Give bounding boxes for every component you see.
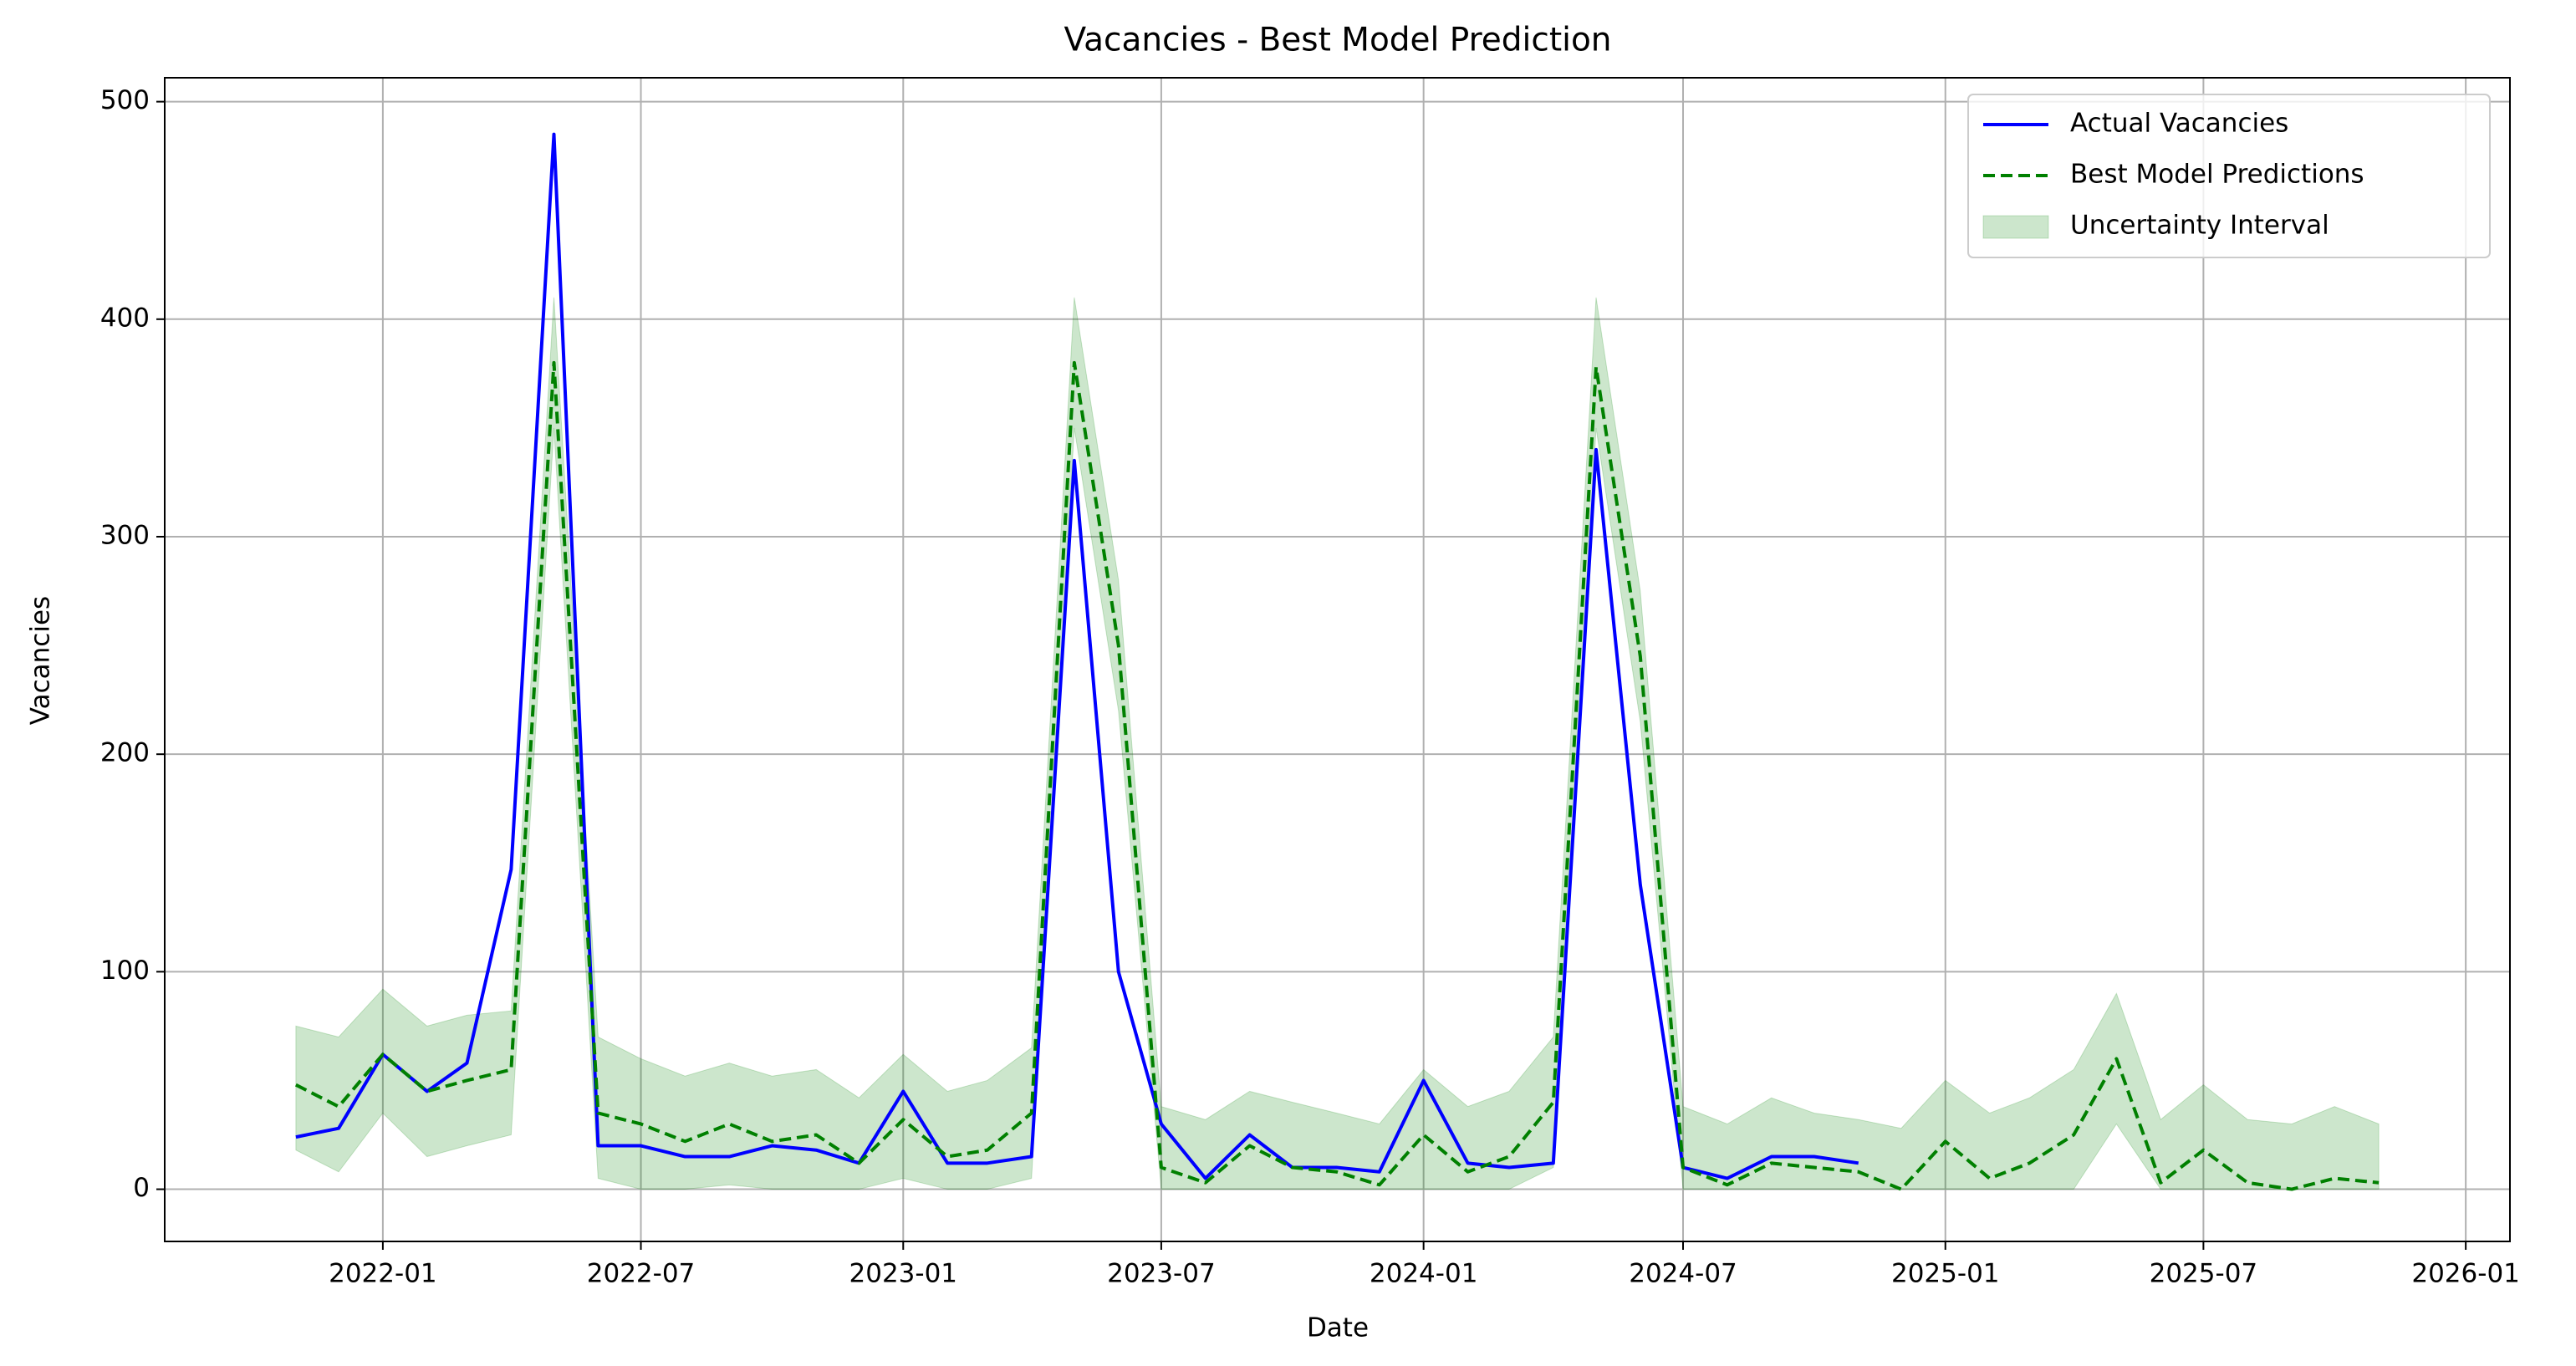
x-tick-label: 2023-07: [1107, 1259, 1216, 1289]
y-tick-label: 0: [133, 1173, 150, 1203]
legend-label: Actual Vacancies: [2070, 109, 2288, 139]
x-axis-label: Date: [1307, 1313, 1369, 1343]
series-line: [295, 132, 1859, 1180]
x-tick-label: 2022-01: [329, 1259, 437, 1289]
x-tick-label: 2026-01: [2411, 1259, 2520, 1289]
y-tick-label: 400: [100, 303, 150, 333]
plot-frame: [164, 77, 2511, 1242]
uncertainty-band: [295, 297, 2380, 1190]
y-tick-label: 500: [100, 85, 150, 115]
x-tick-label: 2023-01: [849, 1259, 958, 1289]
x-tick-label: 2024-07: [1629, 1259, 1737, 1289]
legend-label: Uncertainty Interval: [2070, 211, 2329, 241]
y-tick-label: 200: [100, 738, 150, 768]
y-axis-label: Vacancies: [26, 596, 56, 725]
y-tick-label: 100: [100, 956, 150, 986]
x-tick-label: 2024-01: [1370, 1259, 1478, 1289]
y-tick-label: 300: [100, 520, 150, 550]
legend-label: Best Model Predictions: [2070, 160, 2364, 190]
x-tick-label: 2025-01: [1891, 1259, 2000, 1289]
legend-swatch: [1982, 215, 2049, 239]
legend-box: [1967, 94, 2491, 258]
series-line: [294, 360, 2380, 1191]
x-tick-label: 2025-07: [2150, 1259, 2258, 1289]
x-tick-label: 2022-07: [587, 1259, 696, 1289]
chart-title: Vacancies - Best Model Prediction: [1064, 22, 1611, 59]
